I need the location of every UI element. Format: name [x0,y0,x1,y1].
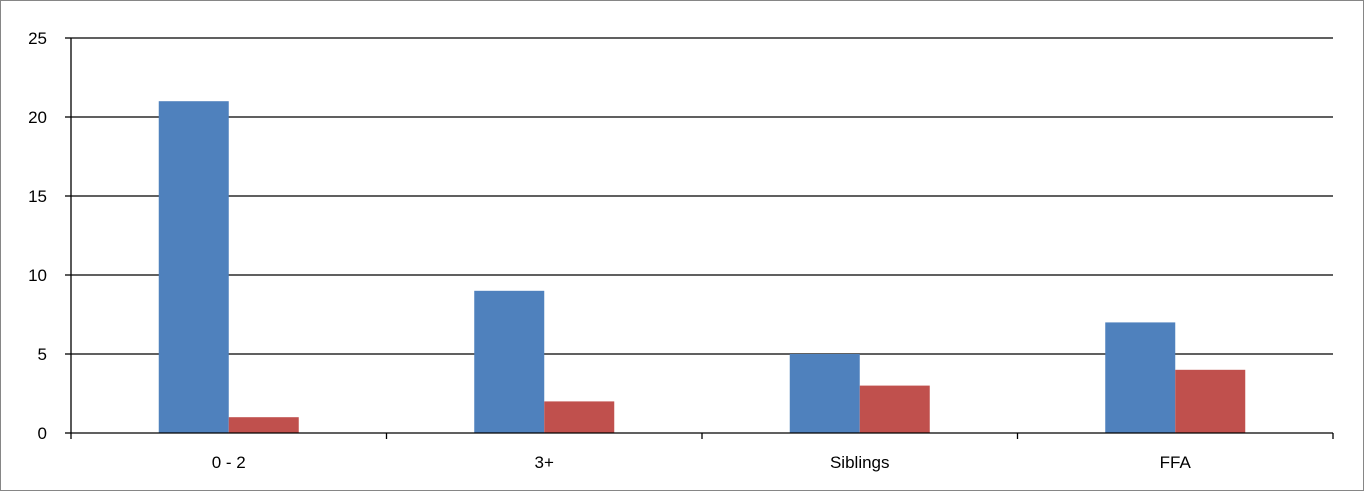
y-tick-label: 0 [38,424,47,443]
bar-series2-3 [1175,369,1246,433]
y-tick-label: 5 [38,345,47,364]
gridlines [71,37,1333,355]
y-tick-label: 25 [28,29,47,48]
bars [158,101,1246,433]
axes [65,37,1334,439]
x-tick-labels: 0 - 2 3+ Siblings FFA [212,453,1192,472]
bar-series2-1 [544,401,615,433]
x-tick-label: 3+ [535,453,554,472]
bar-series1-3 [1105,322,1176,433]
y-tick-label: 15 [28,187,47,206]
y-tick-label: 10 [28,266,47,285]
bar-series1-0 [158,101,229,433]
x-tick-label: Siblings [830,453,890,472]
x-tick-label: FFA [1160,453,1192,472]
bar-series1-1 [474,290,545,433]
y-tick-labels: 0 5 10 15 20 25 [28,29,47,443]
bar-series2-0 [228,417,299,433]
x-tick-label: 0 - 2 [212,453,246,472]
bar-series2-2 [859,385,930,433]
y-tick-label: 20 [28,108,47,127]
bar-series1-2 [789,354,860,433]
